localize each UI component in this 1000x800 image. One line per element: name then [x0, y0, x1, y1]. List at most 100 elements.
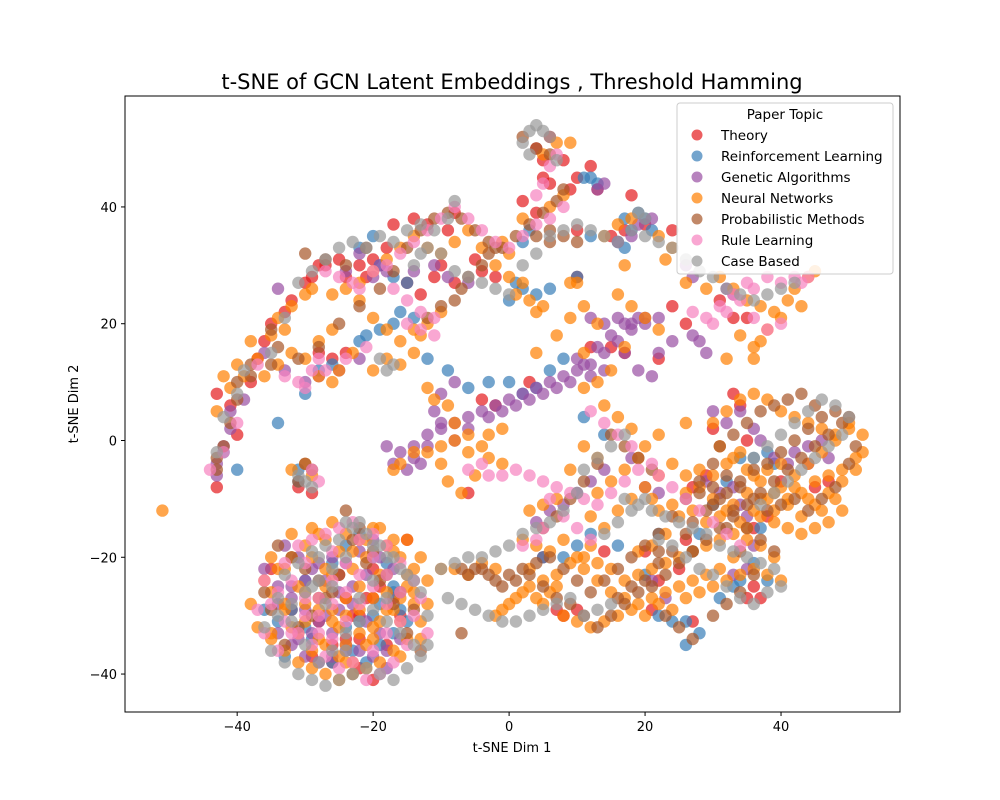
data-point [312, 340, 325, 354]
data-point [421, 428, 434, 441]
data-point [747, 580, 760, 593]
data-point [434, 440, 448, 453]
data-point [543, 130, 557, 144]
legend: Paper Topic Theory Reinforcement Learning… [676, 102, 894, 275]
data-point [251, 603, 264, 616]
data-point [448, 265, 461, 278]
data-point [659, 253, 672, 266]
data-point [652, 428, 665, 441]
data-point [305, 265, 319, 278]
data-point [604, 364, 618, 377]
data-point [686, 632, 699, 646]
data-point [523, 609, 536, 622]
data-point [761, 288, 774, 301]
data-point [706, 457, 720, 470]
data-point [550, 597, 563, 611]
data-point [231, 387, 244, 400]
data-point [441, 224, 455, 237]
data-point [353, 580, 366, 593]
data-point [815, 504, 828, 517]
data-point [489, 235, 502, 249]
data-point [312, 551, 325, 564]
data-point [761, 323, 774, 336]
data-point [400, 662, 414, 675]
data-point [434, 300, 448, 313]
data-point [822, 440, 835, 453]
data-point [346, 667, 359, 681]
data-point [339, 259, 353, 272]
data-point [523, 294, 536, 307]
data-point [625, 551, 638, 564]
data-point [720, 352, 733, 365]
data-point [305, 463, 319, 476]
data-point [428, 311, 441, 325]
data-point [339, 615, 353, 628]
data-point [332, 241, 346, 254]
data-point [557, 224, 570, 237]
data-point [768, 545, 781, 558]
data-point [815, 410, 828, 424]
data-point [570, 521, 584, 535]
data-point [625, 224, 638, 237]
data-point [747, 451, 760, 465]
data-point [387, 673, 400, 687]
data-point [489, 574, 502, 587]
data-point [713, 300, 726, 313]
data-point [523, 580, 536, 593]
data-point [516, 562, 529, 576]
data-point [584, 586, 597, 599]
data-point [292, 276, 305, 289]
data-point [421, 627, 434, 640]
data-point [319, 253, 332, 266]
data-point [598, 545, 611, 558]
data-point [319, 539, 332, 552]
data-point [570, 539, 584, 552]
data-point [428, 405, 441, 418]
data-point [502, 539, 516, 552]
data-point [530, 229, 543, 243]
data-point [564, 276, 577, 289]
data-point [523, 469, 536, 482]
data-point [237, 364, 251, 377]
data-point [394, 586, 407, 599]
data-point [591, 317, 604, 330]
data-point [366, 265, 380, 278]
data-point [305, 481, 319, 494]
legend-label: Probabilistic Methods [721, 212, 865, 228]
data-point [210, 387, 223, 400]
data-point [584, 224, 597, 237]
data-point [815, 393, 828, 406]
data-point [265, 551, 278, 564]
data-point [618, 463, 631, 476]
data-point [271, 416, 285, 430]
data-point [700, 527, 713, 541]
data-point [428, 393, 441, 406]
data-point [638, 574, 652, 587]
data-point [829, 492, 842, 506]
x-tick-label: −20 [359, 720, 386, 735]
data-point [584, 405, 597, 418]
data-point [285, 300, 298, 313]
data-point [346, 656, 359, 669]
data-point [299, 247, 312, 260]
data-point [564, 136, 577, 149]
data-point [577, 475, 591, 488]
data-point [516, 539, 529, 552]
data-point [400, 294, 414, 307]
data-point [366, 632, 380, 646]
data-point [353, 300, 366, 313]
data-point [366, 603, 380, 616]
data-point [706, 516, 720, 529]
data-point [734, 446, 747, 459]
data-point [462, 410, 475, 424]
data-point [550, 329, 563, 342]
data-point [706, 609, 720, 622]
data-point [203, 463, 217, 476]
data-point [475, 259, 489, 272]
data-point [652, 469, 665, 482]
data-point [509, 463, 523, 476]
data-point [693, 486, 706, 500]
data-point [339, 586, 353, 599]
data-point [686, 574, 699, 587]
